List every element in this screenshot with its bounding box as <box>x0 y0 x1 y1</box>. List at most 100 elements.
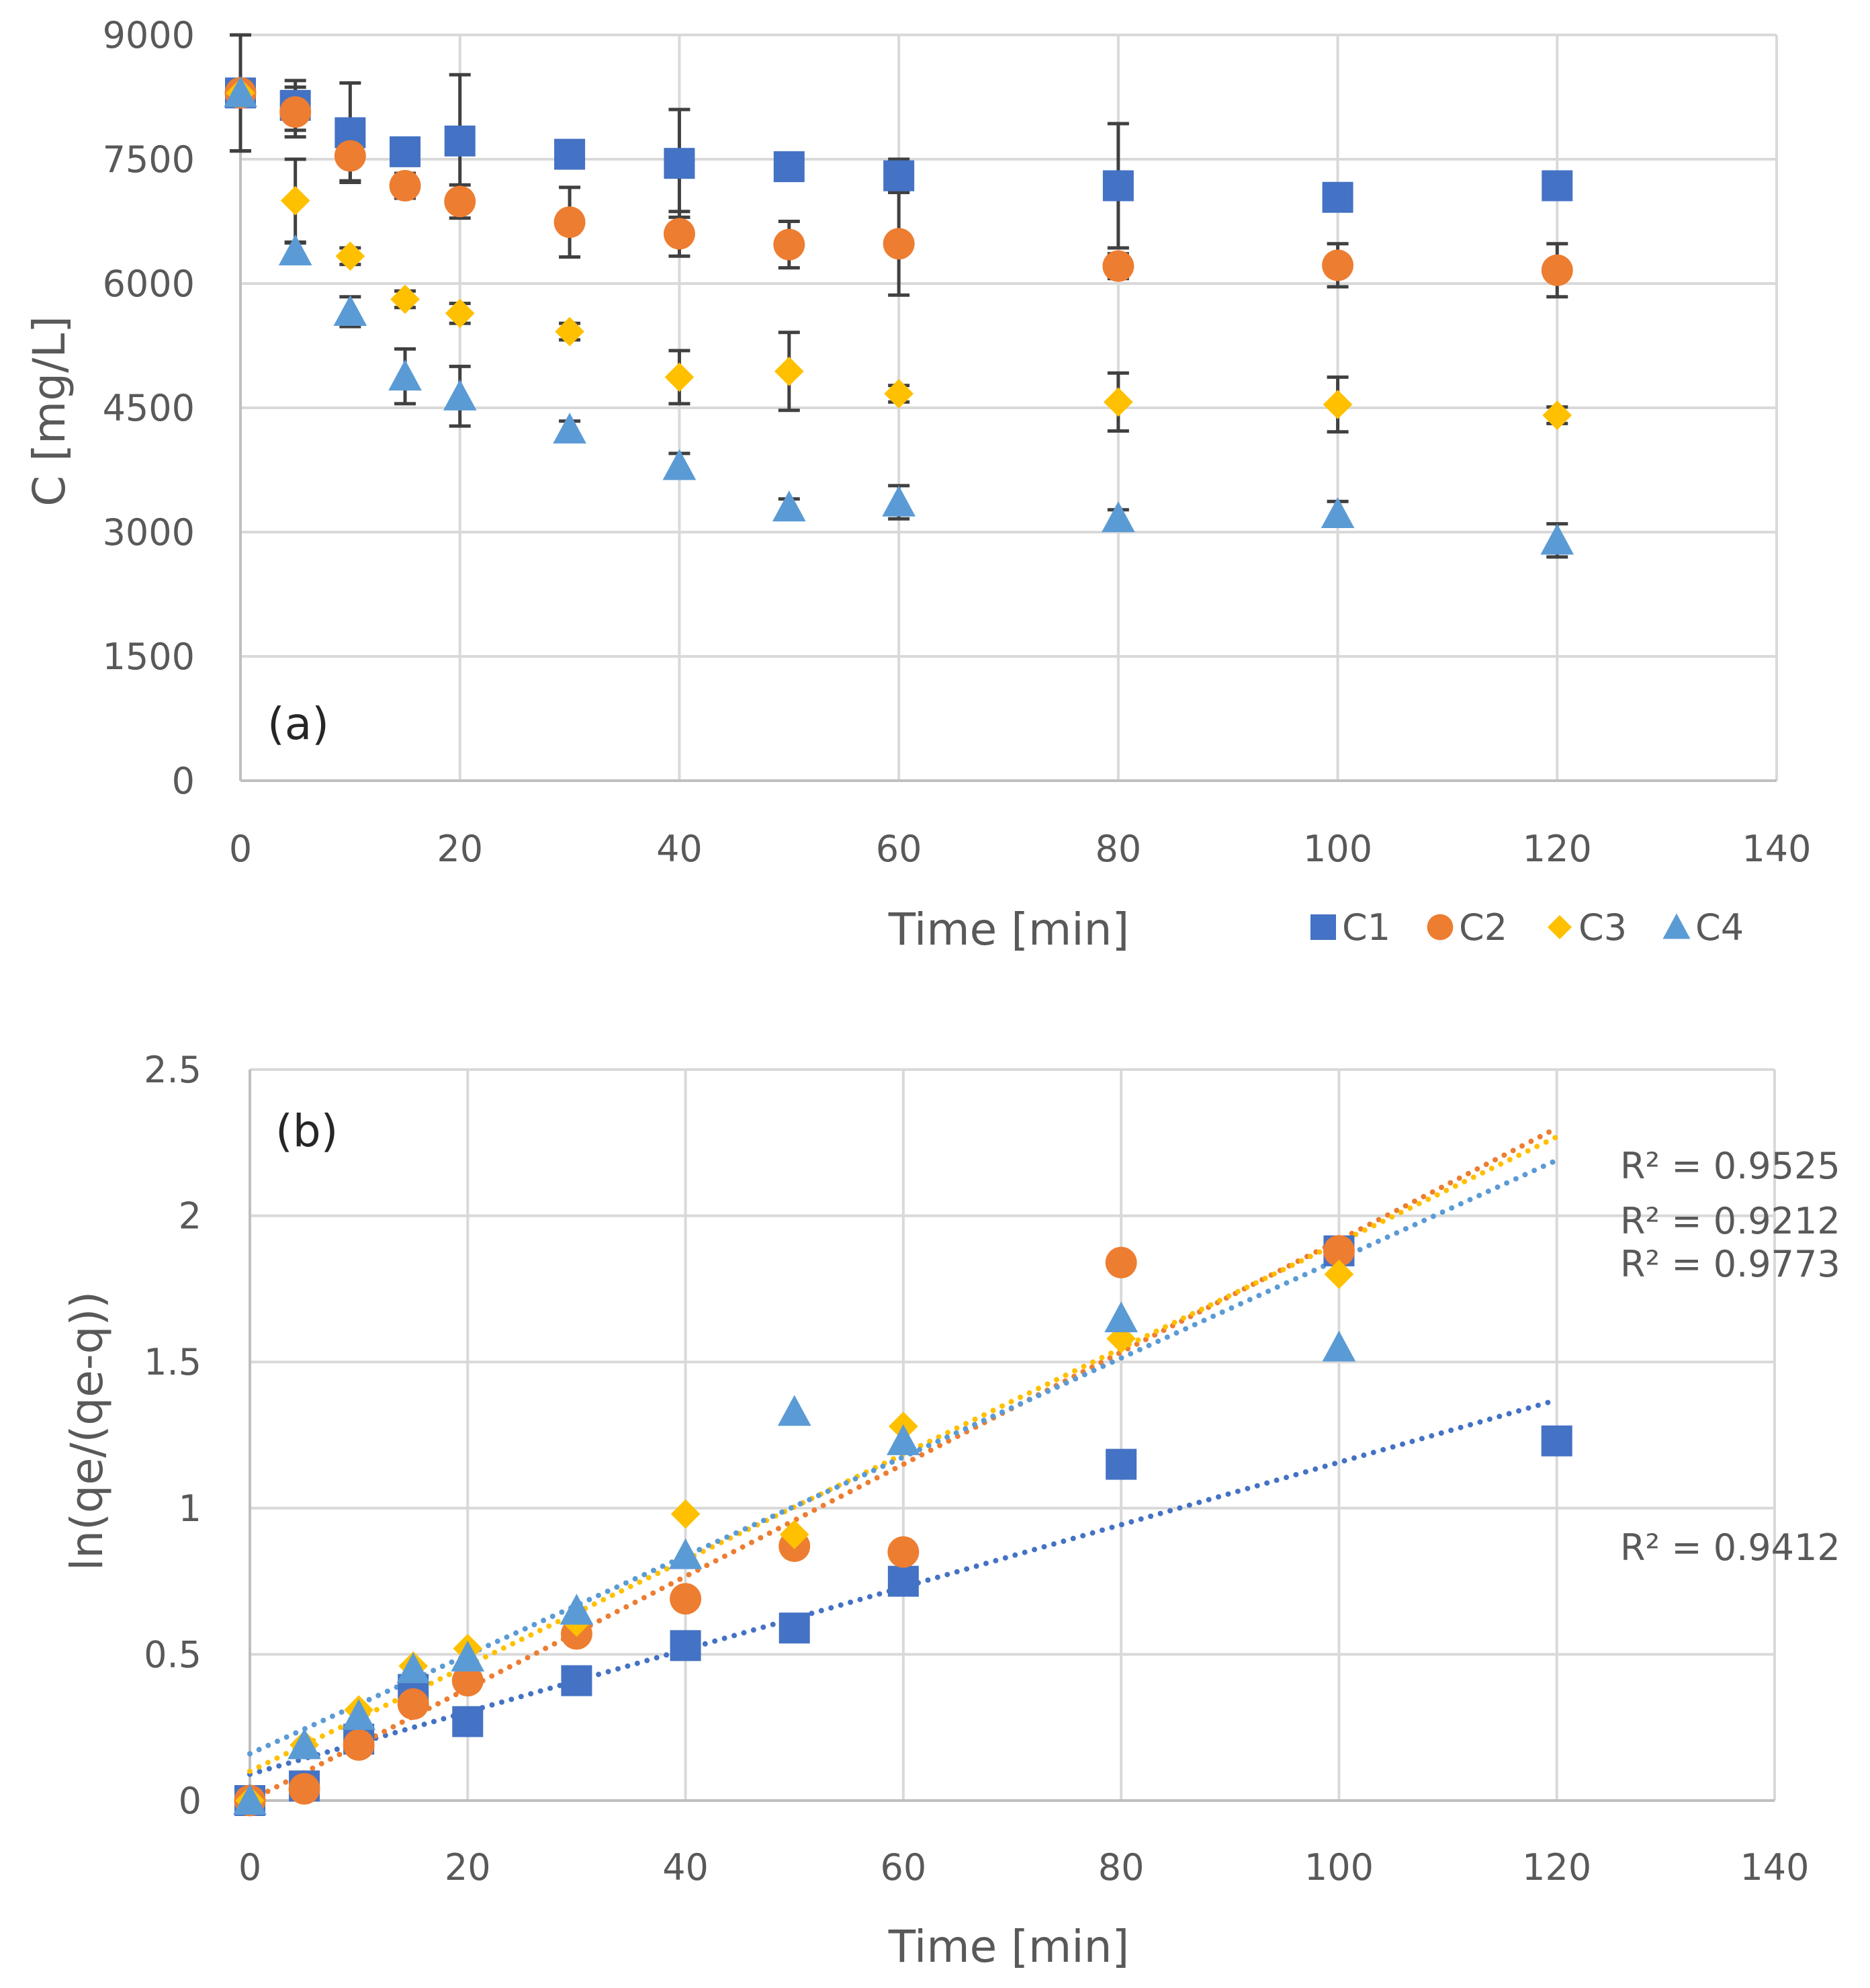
point-c2 <box>334 140 366 172</box>
x-tick-label: 140 <box>1742 828 1811 870</box>
point-c1 <box>670 1630 701 1661</box>
point-c4 <box>668 1538 703 1569</box>
x-tick-label: 100 <box>1303 828 1372 870</box>
point-c2 <box>389 170 421 202</box>
point-c3 <box>664 362 695 392</box>
point-c1 <box>778 1612 810 1644</box>
y-tick-label: 1500 <box>103 636 195 678</box>
x-tick-label: 20 <box>445 1846 491 1889</box>
legend-marker-c1 <box>1310 914 1336 940</box>
x-tick-label: 40 <box>662 1846 709 1889</box>
point-c2 <box>1102 250 1134 282</box>
point-c3 <box>335 241 365 271</box>
point-c1 <box>773 151 805 183</box>
y-tick-label: 1 <box>179 1487 202 1530</box>
point-c1 <box>554 138 586 170</box>
point-c1 <box>452 1706 484 1737</box>
point-c4 <box>887 1424 920 1455</box>
x-tick-label: 120 <box>1523 828 1592 870</box>
point-c1 <box>1542 170 1573 202</box>
point-c4 <box>662 449 697 480</box>
chart-a-y-axis-label: C [mg/L] <box>24 316 75 507</box>
y-tick-label: 0 <box>179 1780 202 1822</box>
point-c4 <box>553 413 586 444</box>
point-c4 <box>1321 497 1355 528</box>
point-c3 <box>1324 1259 1354 1289</box>
point-c4 <box>224 76 257 107</box>
point-c4 <box>1104 1301 1138 1333</box>
point-c1 <box>883 160 915 191</box>
point-c4 <box>333 295 367 327</box>
point-c3 <box>779 1520 809 1549</box>
chart-a-grid <box>240 34 1778 781</box>
point-c3 <box>280 185 310 216</box>
point-c4 <box>560 1594 594 1625</box>
point-c2 <box>1322 249 1354 282</box>
y-tick-label: 1.5 <box>144 1341 202 1383</box>
point-c1 <box>444 125 476 157</box>
chart-b-axes <box>249 1070 1775 1802</box>
point-c4 <box>388 359 422 391</box>
x-tick-label: 20 <box>437 828 483 870</box>
point-c1 <box>1322 181 1353 213</box>
point-c2 <box>553 206 586 239</box>
point-c1 <box>1541 1425 1572 1457</box>
point-c2 <box>887 1536 920 1568</box>
point-c1 <box>561 1665 592 1696</box>
point-c3 <box>1104 387 1133 417</box>
point-c1 <box>1106 1449 1137 1480</box>
x-tick-label: 80 <box>1098 1846 1145 1889</box>
point-c4 <box>233 1784 267 1815</box>
point-c2 <box>1323 1235 1355 1267</box>
chart-a-legend: C1 C2 C3 C4 <box>1310 906 1744 949</box>
point-c2 <box>1105 1246 1137 1279</box>
legend-label-c1: C1 <box>1342 906 1390 949</box>
chart-b-x-ticks: 0 20 40 60 80 100 120 140 <box>238 1846 1810 1889</box>
point-c1 <box>1102 170 1134 202</box>
x-tick-label: 40 <box>656 828 703 870</box>
point-c3 <box>884 379 914 408</box>
chart-a-x-axis-label: Time [min] <box>888 904 1129 955</box>
x-tick-label: 140 <box>1740 1846 1809 1889</box>
point-c2 <box>663 218 695 250</box>
point-c2 <box>1541 254 1573 286</box>
trendline-c2 <box>247 1125 1560 1803</box>
x-tick-label: 80 <box>1095 828 1141 870</box>
point-c2 <box>397 1688 429 1720</box>
chart-a-x-ticks: 0 20 40 60 80 100 120 140 <box>229 828 1812 870</box>
point-c3 <box>670 1499 701 1529</box>
legend-marker-c4 <box>1662 913 1691 939</box>
chart-b-points <box>233 1235 1572 1817</box>
r2-label-c1: R² = 0.9412 <box>1620 1526 1840 1569</box>
chart-a-y-ticks: 0 1500 3000 4500 6000 7500 9000 <box>103 14 195 802</box>
point-c4 <box>882 485 916 517</box>
point-c4 <box>1540 523 1574 555</box>
x-tick-label: 60 <box>880 1846 926 1889</box>
legend-marker-c3 <box>1547 914 1572 940</box>
r2-label-c2: R² = 0.9212 <box>1620 1200 1840 1242</box>
y-tick-label: 9000 <box>103 14 195 56</box>
point-c4 <box>278 234 312 266</box>
point-c2 <box>279 96 312 128</box>
y-tick-label: 2 <box>179 1195 202 1238</box>
x-tick-label: 100 <box>1304 1846 1374 1889</box>
point-c2 <box>444 185 476 218</box>
y-tick-label: 4500 <box>103 387 195 429</box>
point-c4 <box>443 379 477 410</box>
x-tick-label: 0 <box>229 828 252 870</box>
y-tick-label: 6000 <box>103 263 195 305</box>
point-c4 <box>1322 1330 1356 1362</box>
chart-a-axes <box>239 35 1777 782</box>
legend-marker-c2 <box>1427 914 1454 941</box>
y-tick-label: 0 <box>172 760 195 802</box>
point-c3 <box>555 316 584 347</box>
x-tick-label: 120 <box>1522 1846 1591 1889</box>
chart-b: 0 20 40 60 80 100 120 140 0 0.5 1 1.5 2 2.5 (b) Time… <box>61 1049 1840 1973</box>
point-c3 <box>774 356 804 386</box>
y-tick-label: 2.5 <box>144 1049 202 1091</box>
chart-a-points <box>224 76 1574 555</box>
y-tick-label: 3000 <box>103 511 195 554</box>
point-c4 <box>772 490 806 522</box>
